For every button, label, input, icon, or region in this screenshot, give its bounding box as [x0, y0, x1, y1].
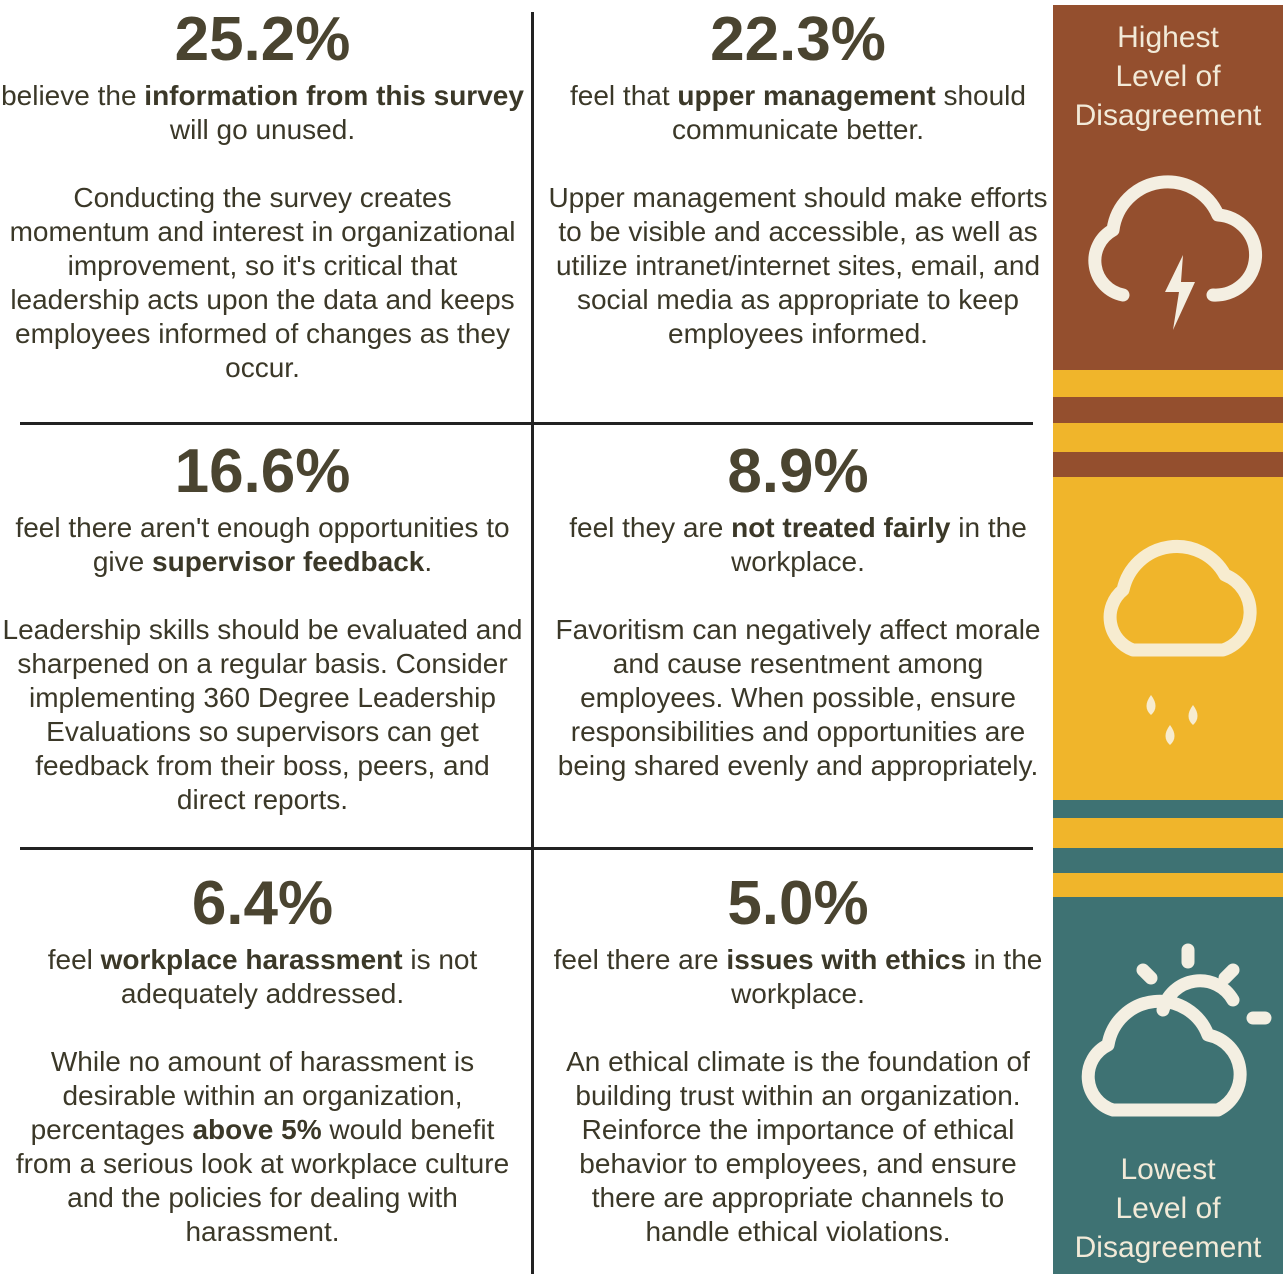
band: [1053, 423, 1283, 452]
bold-text: supervisor feedback: [152, 546, 425, 577]
text: Leadership skills should be evaluated an…: [2, 614, 523, 815]
stat-cell: 5.0% feel there are issues with ethics in…: [548, 869, 1048, 1249]
body-text: Favoritism can negatively affect morale …: [548, 613, 1048, 783]
text: feel that: [570, 80, 678, 111]
divider: [20, 422, 1033, 425]
lead-text: feel there are issues with ethics in the…: [548, 943, 1048, 1011]
top-label: Highest Level of Disagreement: [1053, 18, 1283, 135]
bottom-label: Lowest Level of Disagreement: [1053, 1150, 1283, 1267]
stat-value: 22.3%: [710, 5, 886, 74]
band: [1053, 848, 1283, 873]
text: Favoritism can negatively affect morale …: [555, 614, 1041, 781]
label-line: Disagreement: [1074, 99, 1262, 132]
band: [1053, 452, 1283, 477]
bolt: [1165, 255, 1195, 330]
band: [1053, 818, 1283, 848]
bold-text: upper management: [677, 80, 936, 111]
text: should communicate better.: [671, 80, 1026, 145]
stat-cell: 25.2% believe the information from this s…: [0, 5, 525, 385]
sun-cloud-icon: [1081, 943, 1272, 1117]
bold-text: above 5%: [192, 1114, 322, 1145]
stat-value: 5.0%: [727, 869, 869, 938]
stat-value: 8.9%: [727, 437, 869, 506]
lead-text: feel there aren't enough opportunities t…: [0, 511, 525, 579]
text: .: [424, 546, 433, 577]
stat-value: 25.2%: [174, 5, 351, 74]
label-line: Highest: [1117, 21, 1219, 54]
text: Conducting the survey creates momentum a…: [9, 182, 516, 383]
text: in the workplace.: [731, 944, 1043, 1009]
band: [1053, 397, 1283, 423]
label-line: Level of: [1115, 1192, 1221, 1225]
text: feel there are: [553, 944, 727, 975]
band: [1053, 873, 1283, 897]
bold-text: issues with ethics: [726, 944, 967, 975]
body-text: Upper management should make efforts to …: [548, 181, 1048, 351]
text: will go unused.: [169, 114, 356, 145]
label-line: Level of: [1115, 60, 1221, 93]
text: Upper management should make efforts to …: [548, 182, 1048, 349]
text: in the workplace.: [731, 512, 1027, 577]
stat-cell: 8.9% feel they are not treated fairly in …: [548, 437, 1048, 783]
text: would benefit from a serious look at wor…: [15, 1114, 510, 1247]
lead-text: feel that upper management should commun…: [548, 79, 1048, 147]
body-text: While no amount of harassment is desirab…: [0, 1045, 525, 1249]
body-text: Conducting the survey creates momentum a…: [0, 181, 525, 385]
stat-value: 16.6%: [174, 437, 351, 506]
body-text: Leadership skills should be evaluated an…: [0, 613, 525, 817]
bold-text: workplace harassment: [100, 944, 403, 975]
stat-cell: 22.3% feel that upper management should c…: [548, 5, 1048, 351]
icons: [1081, 175, 1272, 1117]
storm-icon: [1088, 175, 1262, 302]
text: feel there aren't enough opportunities t…: [15, 512, 510, 577]
lead-text: feel they are not treated fairly in the …: [548, 511, 1048, 579]
stat-value: 6.4%: [191, 869, 334, 938]
text: believe the: [1, 80, 145, 111]
label-line: Lowest: [1120, 1153, 1216, 1186]
text: feel they are: [569, 512, 732, 543]
text: feel: [47, 944, 101, 975]
text: While no amount of harassment is desirab…: [30, 1046, 475, 1145]
lead-text: feel workplace harassment is not adequat…: [0, 943, 525, 1011]
stat-cell: 6.4% feel workplace harassment is not ade…: [0, 869, 525, 1249]
body-text: An ethical climate is the foundation of …: [548, 1045, 1048, 1249]
cloud-icon: [1103, 540, 1257, 657]
lead-text: believe the information from this survey…: [0, 79, 525, 147]
label-line: Disagreement: [1074, 1231, 1262, 1264]
band: [1053, 370, 1283, 397]
rain-drops: [1146, 695, 1198, 745]
text: is not adequately addressed.: [120, 944, 478, 1009]
divider: [20, 847, 1033, 850]
band: [1053, 800, 1283, 818]
divider: [531, 12, 534, 1274]
bold-text: information from this survey: [144, 80, 524, 111]
stat-cell: 16.6% feel there aren't enough opportunit…: [0, 437, 525, 817]
bold-text: not treated fairly: [731, 512, 951, 543]
text: An ethical climate is the foundation of …: [566, 1046, 1030, 1247]
